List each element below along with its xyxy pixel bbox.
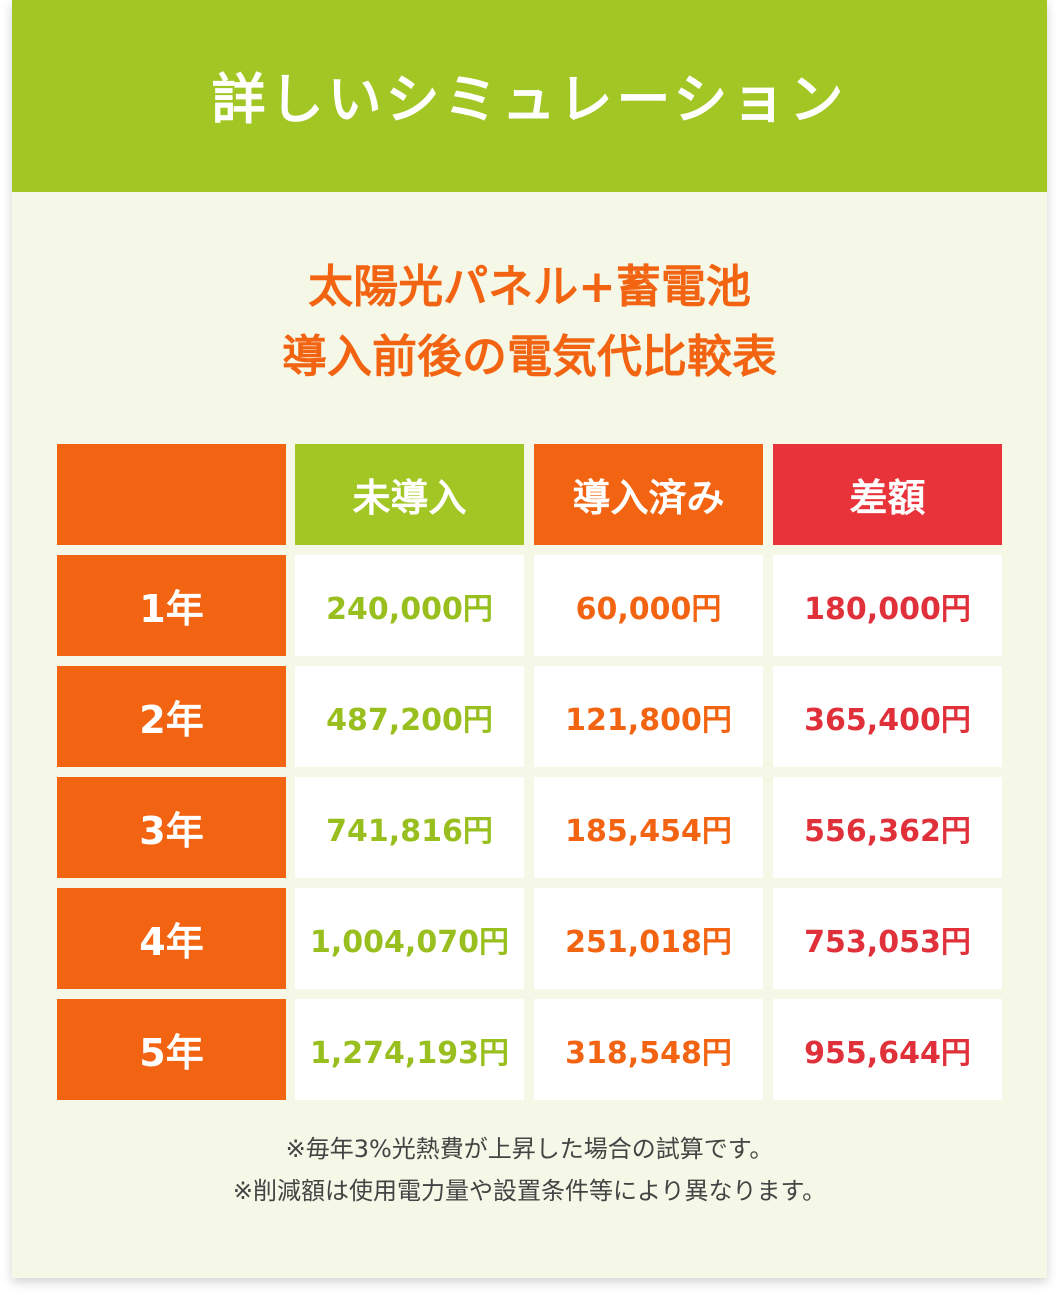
- cell-difference: 753,053円: [773, 888, 1002, 989]
- footnotes: ※毎年3%光熱費が上昇した場合の試算です。 ※削減額は使用電力量や設置条件等によ…: [12, 1128, 1047, 1212]
- table-heading-line2: 導入前後の電気代比較表: [281, 330, 777, 383]
- cell-not-installed: 741,816円: [295, 777, 524, 878]
- column-header-difference: 差額: [773, 444, 1002, 545]
- page-title: 詳しいシミュレーション: [211, 67, 848, 131]
- footnote: ※削減額は使用電力量や設置条件等により異なります。: [232, 1177, 827, 1205]
- cell-installed: 121,800円: [534, 666, 763, 767]
- cell-not-installed: 1,004,070円: [295, 888, 524, 989]
- cell-difference: 556,362円: [773, 777, 1002, 878]
- cell-not-installed: 240,000円: [295, 555, 524, 656]
- cell-installed: 60,000円: [534, 555, 763, 656]
- cell-difference: 180,000円: [773, 555, 1002, 656]
- row-year-label: 5年: [57, 999, 286, 1100]
- cell-not-installed: 487,200円: [295, 666, 524, 767]
- row-year-label: 2年: [57, 666, 286, 767]
- column-header-not-installed: 未導入: [295, 444, 524, 545]
- cell-installed: 251,018円: [534, 888, 763, 989]
- row-year-label: 3年: [57, 777, 286, 878]
- table-heading-line1: 太陽光パネル+蓄電池: [308, 260, 751, 313]
- cell-difference: 955,644円: [773, 999, 1002, 1100]
- cell-difference: 365,400円: [773, 666, 1002, 767]
- table-heading: 太陽光パネル+蓄電池 導入前後の電気代比較表: [12, 252, 1047, 392]
- table-corner-cell: [57, 444, 286, 545]
- row-year-label: 1年: [57, 555, 286, 656]
- row-year-label: 4年: [57, 888, 286, 989]
- column-header-installed: 導入済み: [534, 444, 763, 545]
- cell-installed: 318,548円: [534, 999, 763, 1100]
- header-banner: 詳しいシミュレーション: [12, 0, 1047, 192]
- footnote: ※毎年3%光熱費が上昇した場合の試算です。: [285, 1135, 774, 1163]
- cell-not-installed: 1,274,193円: [295, 999, 524, 1100]
- simulation-card: 詳しいシミュレーション 太陽光パネル+蓄電池 導入前後の電気代比較表 未導入 導…: [12, 0, 1047, 1278]
- cell-installed: 185,454円: [534, 777, 763, 878]
